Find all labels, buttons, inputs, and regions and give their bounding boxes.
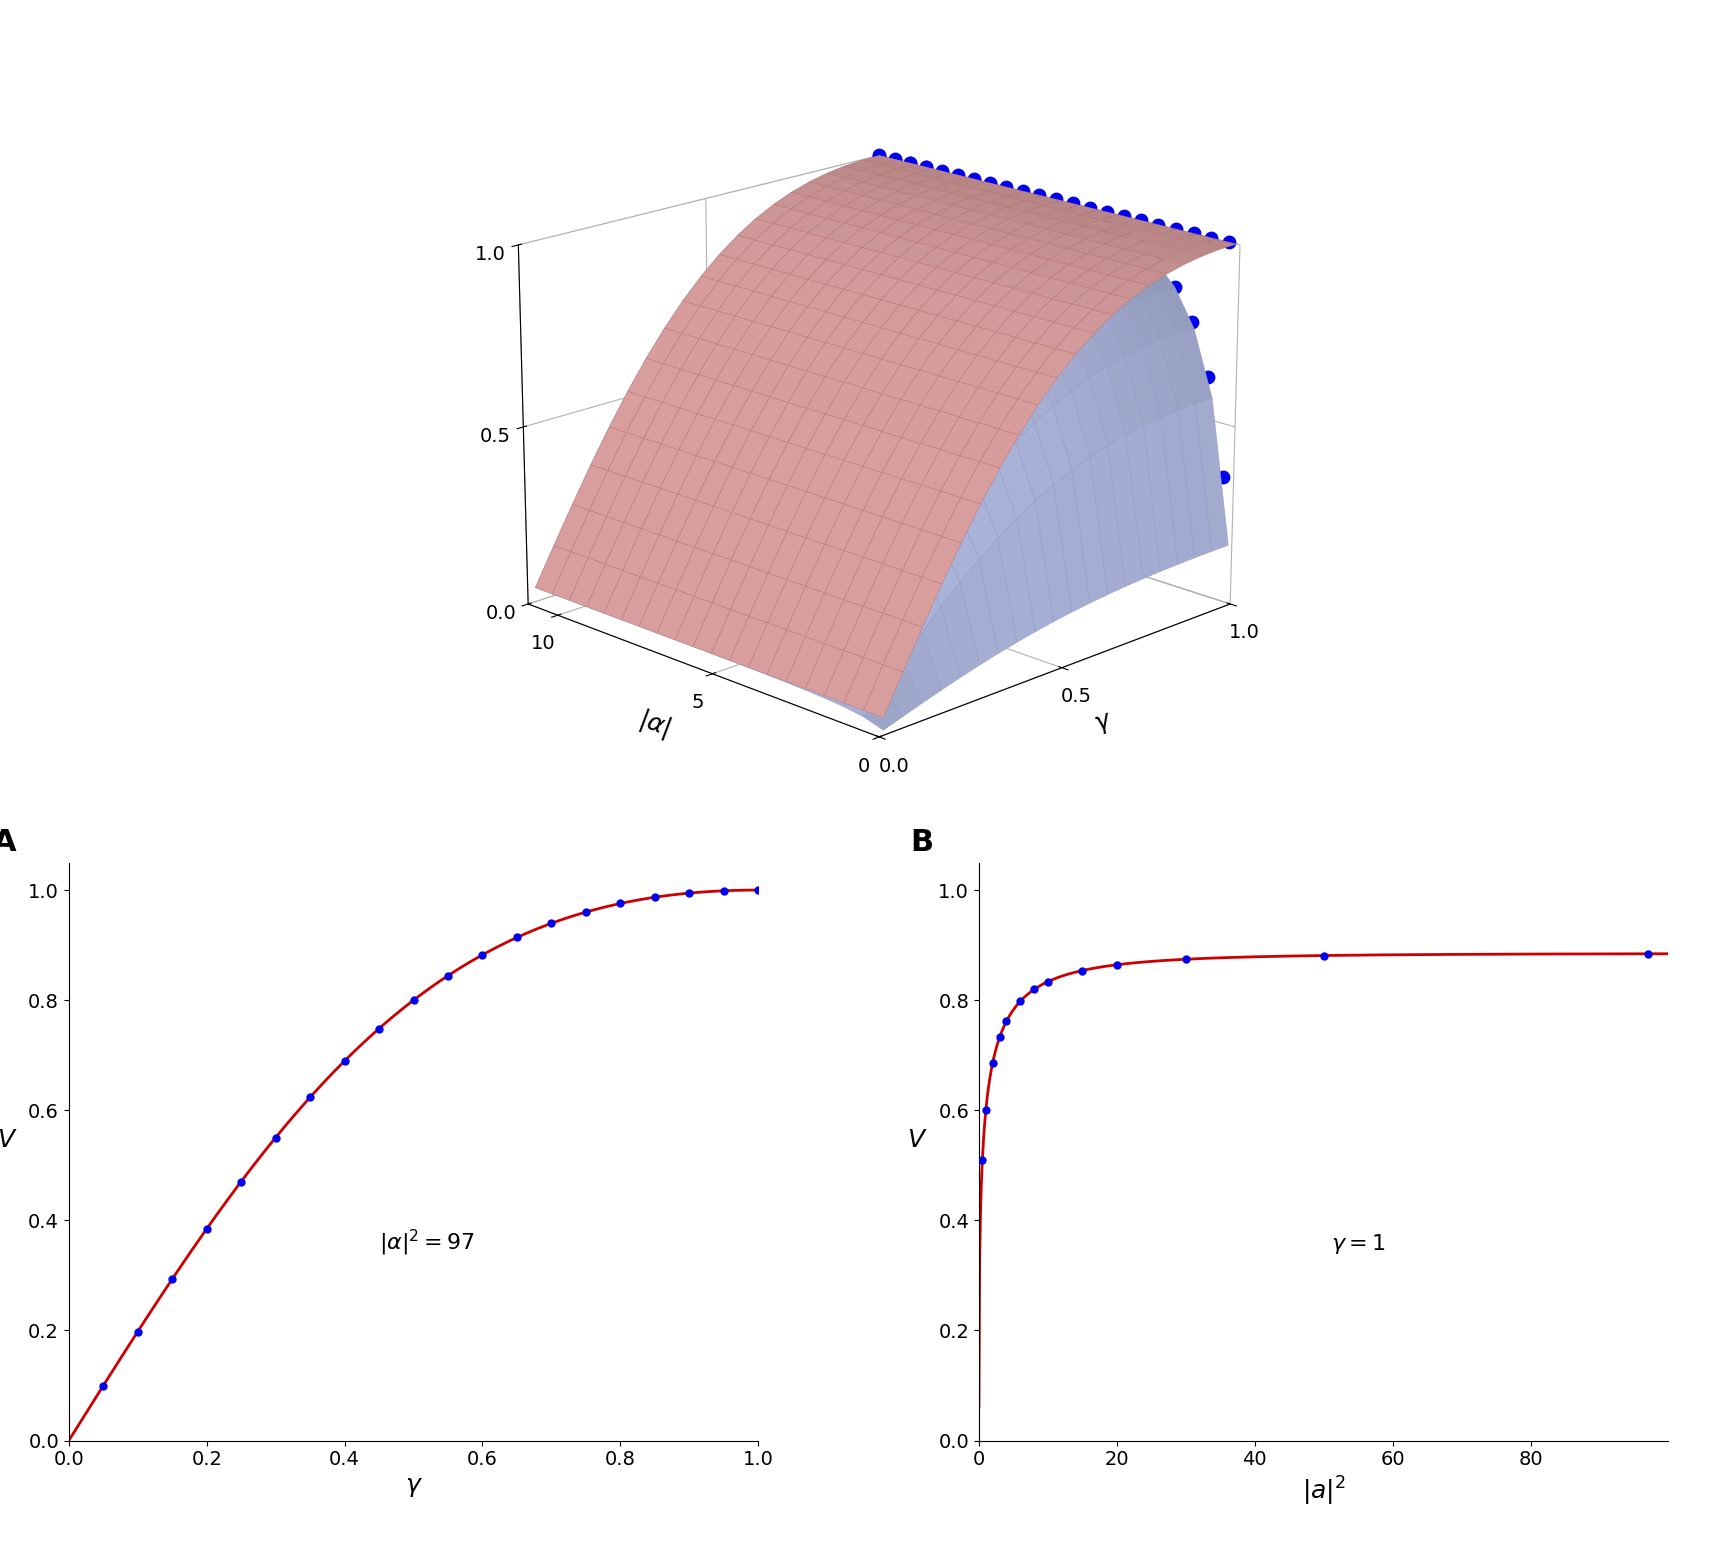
Text: $|\alpha|^2 = 97$: $|\alpha|^2 = 97$: [380, 1228, 475, 1258]
Y-axis label: $V$: $V$: [0, 1128, 17, 1151]
X-axis label: $\gamma$: $\gamma$: [404, 1475, 423, 1499]
Y-axis label: $|\alpha|$: $|\alpha|$: [633, 705, 674, 744]
Text: A: A: [0, 829, 17, 857]
X-axis label: $\gamma$: $\gamma$: [1092, 709, 1116, 737]
Text: $\gamma = 1$: $\gamma = 1$: [1331, 1231, 1385, 1256]
X-axis label: $|a|^2$: $|a|^2$: [1302, 1475, 1345, 1509]
Y-axis label: $V$: $V$: [906, 1128, 927, 1151]
Text: B: B: [910, 829, 932, 857]
